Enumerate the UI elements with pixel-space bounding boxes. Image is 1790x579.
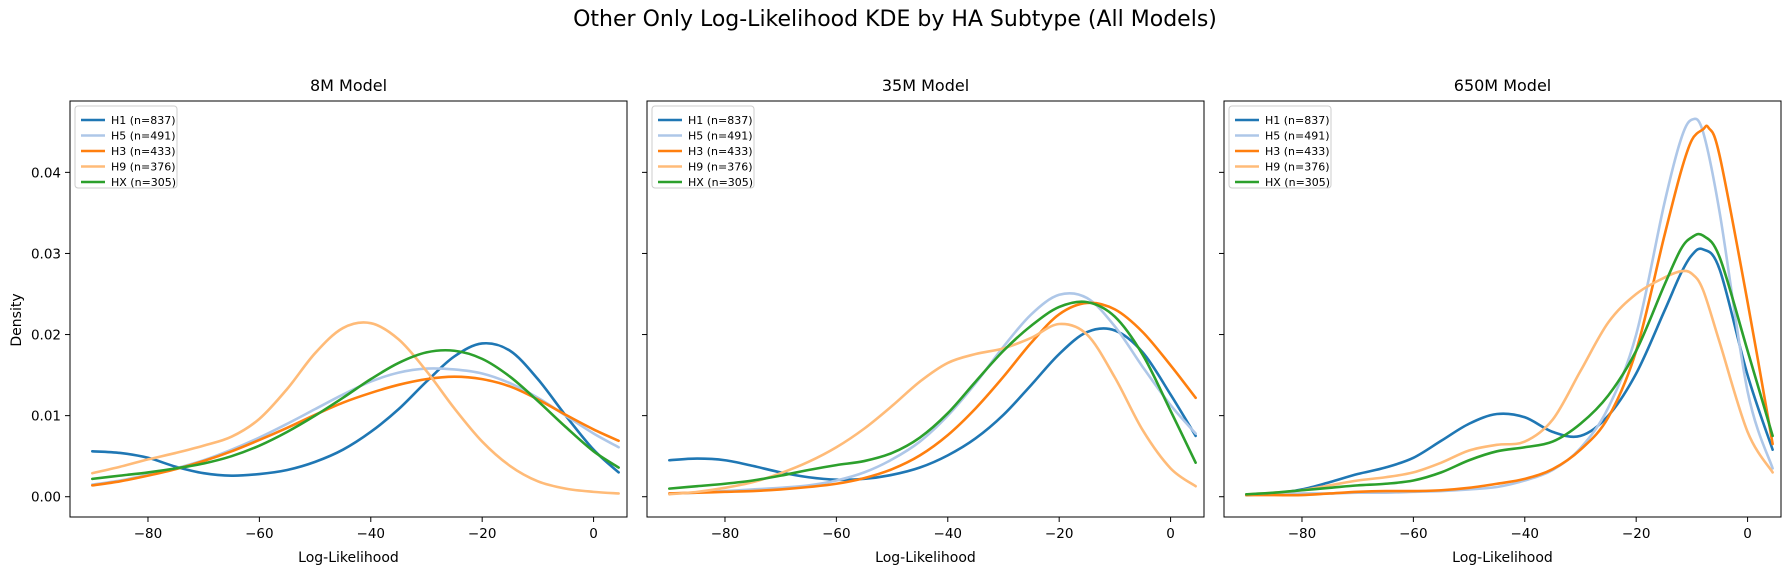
legend: H1 (n=837) H5 (n=491) H3 (n=433) H9 (n=376)… bbox=[74, 105, 178, 189]
panel-3: 650M Model −80 −60 −40 −20 0 Log-Likelihood H1 … bbox=[1219, 76, 1782, 566]
x-tick-label: −20 bbox=[1622, 526, 1651, 542]
series-line-h3 bbox=[1244, 124, 1774, 497]
series-group bbox=[1244, 117, 1774, 497]
x-axis-label: Log-Likelihood bbox=[298, 550, 399, 566]
x-tick-label: −40 bbox=[357, 526, 386, 542]
legend-label-h9: H9 (n=376) bbox=[111, 161, 176, 174]
x-tick-label: −60 bbox=[245, 526, 274, 542]
panel-1: 8M Model −80 −60 −40 −20 0 0.00 0.01 0.02 0.03 0.0… bbox=[31, 76, 628, 566]
x-axis-label: Log-Likelihood bbox=[875, 550, 976, 566]
legend-label-h3: H3 (n=433) bbox=[688, 145, 753, 158]
series-line-hx bbox=[90, 348, 620, 481]
legend-label-hx: HX (n=305) bbox=[1265, 176, 1330, 189]
y-tick-label: 0.03 bbox=[31, 246, 61, 262]
x-tick-label: −80 bbox=[711, 526, 740, 542]
plot-frame bbox=[1223, 100, 1782, 518]
figure-title: Other Only Log-Likelihood KDE by HA Subt… bbox=[573, 7, 1217, 32]
plot-frame bbox=[646, 100, 1205, 518]
x-axis-label: Log-Likelihood bbox=[1452, 550, 1553, 566]
legend-label-h3: H3 (n=433) bbox=[1265, 145, 1330, 158]
x-tick-label: −20 bbox=[468, 526, 497, 542]
series-line-hx bbox=[1244, 232, 1774, 496]
x-tick-label: −80 bbox=[134, 526, 163, 542]
y-tick-label: 0.00 bbox=[31, 490, 61, 506]
x-tick-label: 0 bbox=[1743, 526, 1752, 542]
series-line-hx bbox=[667, 300, 1197, 490]
x-tick-label: −20 bbox=[1045, 526, 1074, 542]
legend-label-hx: HX (n=305) bbox=[688, 176, 753, 189]
series-line-h5 bbox=[667, 291, 1197, 495]
series-line-h1 bbox=[667, 327, 1197, 482]
legend: H1 (n=837) H5 (n=491) H3 (n=433) H9 (n=376)… bbox=[1228, 105, 1332, 189]
legend: H1 (n=837) H5 (n=491) H3 (n=433) H9 (n=376)… bbox=[651, 105, 755, 189]
series-line-h9 bbox=[667, 322, 1197, 496]
x-tick-label: 0 bbox=[589, 526, 598, 542]
x-tick-label: −40 bbox=[934, 526, 963, 542]
y-tick-label: 0.02 bbox=[31, 328, 61, 344]
legend-label-h1: H1 (n=837) bbox=[1265, 114, 1330, 127]
legend-label-h9: H9 (n=376) bbox=[688, 161, 753, 174]
plot-frame bbox=[69, 100, 628, 518]
panel-title: 650M Model bbox=[1454, 76, 1551, 95]
legend-label-h5: H5 (n=491) bbox=[111, 130, 176, 143]
series-line-h3 bbox=[667, 301, 1197, 495]
y-axis-label: Density bbox=[9, 293, 25, 346]
series-group bbox=[90, 321, 620, 495]
series-line-h9 bbox=[90, 321, 620, 495]
x-tick-label: −40 bbox=[1511, 526, 1540, 542]
x-tick-label: −60 bbox=[1399, 526, 1428, 542]
panel-title: 35M Model bbox=[882, 76, 969, 95]
legend-label-h1: H1 (n=837) bbox=[111, 114, 176, 127]
legend-label-h1: H1 (n=837) bbox=[688, 114, 753, 127]
legend-label-h9: H9 (n=376) bbox=[1265, 161, 1330, 174]
legend-label-h5: H5 (n=491) bbox=[1265, 130, 1330, 143]
legend-label-h3: H3 (n=433) bbox=[111, 145, 176, 158]
y-tick-label: 0.01 bbox=[31, 409, 61, 425]
legend-label-h5: H5 (n=491) bbox=[688, 130, 753, 143]
series-line-h1 bbox=[1244, 247, 1774, 497]
legend-label-hx: HX (n=305) bbox=[111, 176, 176, 189]
x-tick-label: 0 bbox=[1166, 526, 1175, 542]
series-line-h9 bbox=[1244, 269, 1774, 496]
panel-2: 35M Model −80 −60 −40 −20 0 Log-Likelihood H1 (… bbox=[642, 76, 1205, 566]
panel-title: 8M Model bbox=[310, 76, 387, 95]
x-tick-label: −60 bbox=[822, 526, 851, 542]
y-tick-label: 0.04 bbox=[31, 165, 61, 181]
x-tick-label: −80 bbox=[1288, 526, 1317, 542]
series-group bbox=[667, 291, 1197, 496]
